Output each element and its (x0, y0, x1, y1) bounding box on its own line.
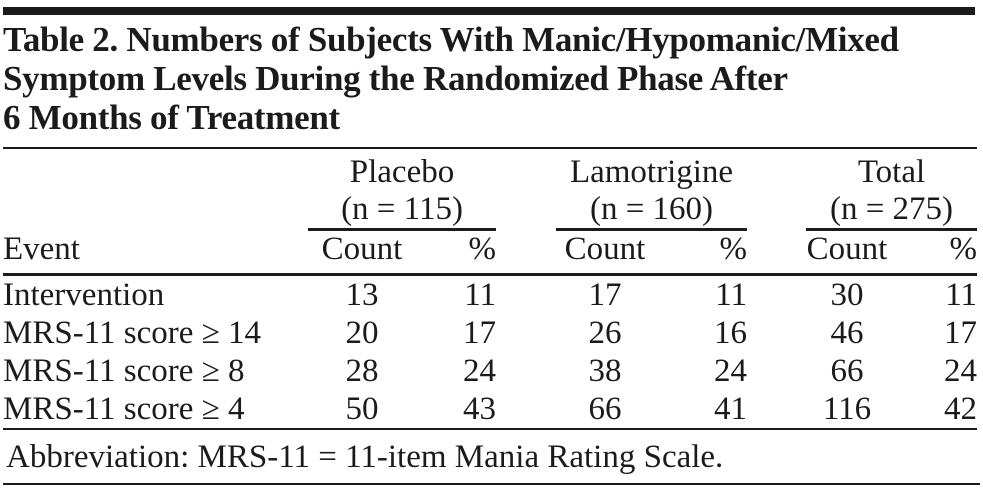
placebo-count-cell: 50 (308, 390, 416, 430)
lamotrigine-pct-cell: 41 (654, 390, 747, 430)
group-header-placebo: Placebo (349, 154, 455, 190)
placebo-pct-cell: 11 (464, 276, 496, 313)
table-title-line-3: 6 Months of Treatment (3, 98, 340, 137)
lamotrigine-pct-cell: 16 (714, 314, 747, 351)
event-cell: MRS-11 score ≥ 14 (3, 314, 261, 351)
column-header-placebo-count: Count (308, 229, 416, 276)
table-title-line-2: Symptom Levels During the Randomized Pha… (3, 59, 788, 98)
spacer-cell (747, 352, 806, 390)
group-n-lamotrigine: (n = 160) (556, 191, 747, 231)
column-header-lamotrigine-pct: % (654, 229, 747, 276)
spacer-cell (496, 275, 556, 315)
column-header-lamotrigine-count: Count (556, 229, 654, 276)
spacer-cell (747, 390, 806, 430)
event-cell: MRS-11 score ≥ 4 (3, 390, 308, 430)
spacer-cell (496, 352, 556, 390)
total-count-cell: 30 (830, 276, 864, 313)
column-header-total-count: Count (806, 229, 888, 276)
group-header-row: Placebo Lamotrigine Total (3, 148, 977, 191)
placebo-count-cell: 20 (345, 314, 379, 351)
event-cell: Intervention (3, 276, 165, 313)
spacer-cell (3, 191, 308, 230)
total-pct-cell: 42 (888, 390, 977, 430)
table-footnote: Abbreviation: MRS-11 = 11-item Mania Rat… (3, 427, 980, 485)
top-rule (3, 7, 975, 15)
column-header-event: Event (3, 229, 308, 276)
group-n-row: (n = 115) (n = 160) (n = 275) (3, 191, 977, 231)
spacer-cell (3, 148, 308, 191)
table-row: MRS-11 score ≥ 8 28 24 38 24 66 24 (3, 352, 977, 390)
lamotrigine-count-cell: 66 (556, 390, 654, 430)
event-cell: MRS-11 score ≥ 8 (3, 352, 245, 389)
spacer-cell (747, 148, 806, 191)
spacer-cell (496, 148, 556, 191)
spacer-cell (496, 314, 556, 352)
table-row: MRS-11 score ≥ 14 20 17 26 16 46 17 (3, 314, 977, 352)
group-n-total: (n = 275) (806, 191, 977, 231)
table-row: Intervention 13 11 17 11 30 11 (3, 275, 977, 315)
table-title-line-1: Table 2. Numbers of Subjects With Manic/… (3, 20, 899, 59)
spacer-cell (496, 229, 556, 276)
table-title: Table 2. Numbers of Subjects With Manic/… (3, 20, 899, 137)
total-count-cell: 116 (806, 390, 888, 430)
placebo-count-cell: 13 (345, 276, 379, 313)
total-count-cell: 66 (830, 352, 864, 389)
placebo-pct-cell: 17 (463, 314, 496, 351)
group-n-placebo: (n = 115) (308, 191, 496, 231)
placebo-count-cell: 28 (345, 352, 379, 389)
spacer-cell (496, 390, 556, 430)
spacer-cell (747, 275, 806, 315)
symptom-levels-table: Placebo Lamotrigine Total (n = 115) (n =… (3, 147, 977, 430)
lamotrigine-pct-cell: 24 (714, 352, 747, 389)
lamotrigine-count-cell: 26 (588, 314, 622, 351)
lamotrigine-count-cell: 17 (588, 276, 622, 313)
total-pct-cell: 17 (944, 314, 977, 351)
group-header-total: Total (857, 154, 926, 190)
spacer-cell (747, 314, 806, 352)
total-pct-cell: 24 (944, 352, 977, 389)
lamotrigine-pct-cell: 11 (715, 276, 747, 313)
column-header-placebo-pct: % (416, 229, 496, 276)
spacer-cell (747, 229, 806, 276)
total-count-cell: 46 (830, 314, 864, 351)
total-pct-cell: 11 (945, 276, 977, 313)
spacer-cell (496, 191, 556, 230)
placebo-pct-cell: 43 (416, 390, 496, 430)
column-header-total-pct: % (888, 229, 977, 276)
column-header-row: Event Count % Count % Count % (3, 229, 977, 276)
table-row: MRS-11 score ≥ 4 50 43 66 41 116 42 (3, 390, 977, 430)
lamotrigine-count-cell: 38 (588, 352, 622, 389)
spacer-cell (747, 191, 806, 230)
placebo-pct-cell: 24 (463, 352, 496, 389)
group-header-lamotrigine: Lamotrigine (569, 154, 734, 190)
